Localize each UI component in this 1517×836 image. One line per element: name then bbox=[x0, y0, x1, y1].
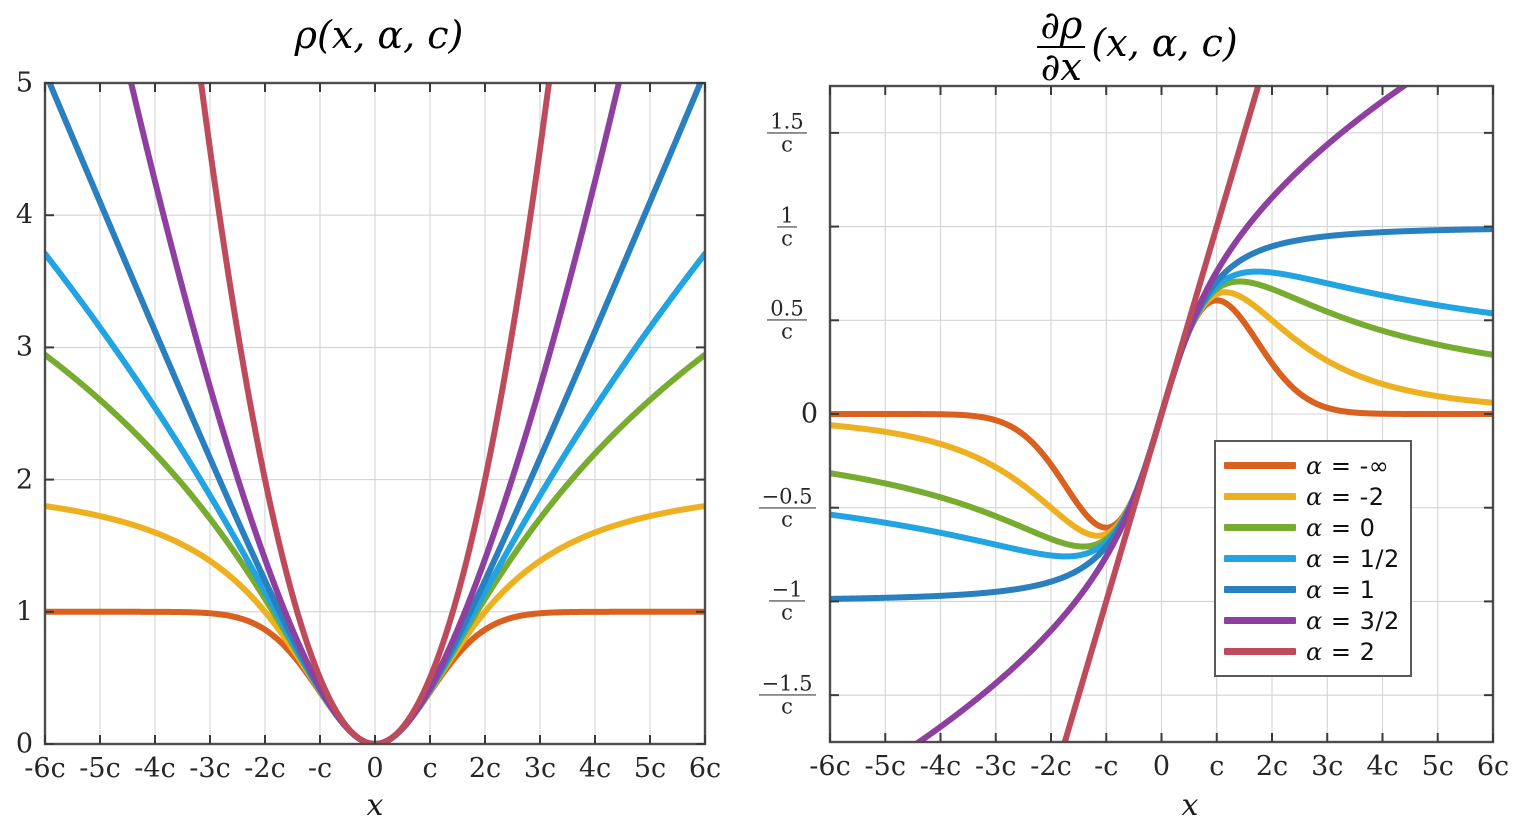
ytick-label: 4 bbox=[15, 199, 33, 231]
legend-item-label: α = 1/2 bbox=[1306, 544, 1400, 573]
xtick-label: 5c bbox=[633, 753, 667, 784]
title-derivative-numerator: ∂ρ bbox=[1040, 3, 1083, 47]
xtick-label: -2c bbox=[244, 753, 286, 784]
xtick-label: -3c bbox=[975, 751, 1017, 782]
title-rho-args: (x, α, c) bbox=[317, 13, 464, 57]
ytick-label: −1.5 c bbox=[754, 673, 820, 718]
xtick-label: 0 bbox=[366, 753, 384, 784]
legend-item-label: α = -2 bbox=[1306, 482, 1385, 511]
xtick-label: -4c bbox=[919, 751, 962, 782]
legend-item-label: α = 0 bbox=[1306, 513, 1376, 542]
xtick-label: 2c bbox=[1255, 751, 1289, 782]
panel-drho-dx: ∂ρ ∂x (x, α, c) -6c -5c -4c -3c -2c -c 0 c 2c 3c 4… bbox=[758, 0, 1517, 836]
legend-color-swatch bbox=[1224, 586, 1296, 593]
xtick-label: 4c bbox=[1366, 751, 1399, 782]
legend-item[interactable]: α = 1 bbox=[1224, 574, 1400, 605]
title-derivative-denominator: ∂x bbox=[1037, 45, 1086, 88]
legend-color-swatch bbox=[1224, 493, 1296, 500]
xtick-label: 3c bbox=[1311, 751, 1344, 782]
plot-area-rho bbox=[43, 81, 707, 746]
plot-title-drho-dx: ∂ρ ∂x (x, α, c) bbox=[758, 3, 1517, 88]
legend-color-swatch bbox=[1224, 555, 1296, 562]
title-rho-symbol: ρ bbox=[294, 13, 317, 57]
xtick-label: -4c bbox=[134, 753, 176, 784]
legend-color-swatch bbox=[1224, 524, 1296, 531]
xtick-label: 6c bbox=[1476, 751, 1510, 782]
xtick-label: -3c bbox=[189, 753, 231, 784]
xtick-label: c bbox=[422, 753, 438, 784]
legend-item[interactable]: α = -∞ bbox=[1224, 450, 1400, 481]
ytick-label: 5 bbox=[15, 67, 33, 99]
xtick-label: -5c bbox=[79, 753, 121, 784]
xtick-label: -6c bbox=[24, 753, 66, 784]
ytick-label: 2 bbox=[15, 464, 33, 496]
legend-color-swatch bbox=[1224, 462, 1296, 469]
legend-color-swatch bbox=[1224, 617, 1296, 624]
legend-item-label: α = -∞ bbox=[1306, 451, 1390, 480]
ytick-label: −0.5 c bbox=[754, 485, 820, 530]
plot-title-rho: ρ(x, α, c) bbox=[0, 16, 758, 54]
xtick-label: 5c bbox=[1421, 751, 1454, 782]
xtick-label: 3c bbox=[523, 753, 557, 784]
ytick-label: −1 c bbox=[754, 579, 820, 624]
legend-color-swatch bbox=[1224, 648, 1296, 655]
xtick-label: 4c bbox=[578, 753, 612, 784]
xtick-label: 0 bbox=[1152, 751, 1171, 782]
xtick-label: c bbox=[1209, 751, 1225, 782]
title-derivative-args: (x, α, c) bbox=[1091, 21, 1238, 66]
legend-item[interactable]: α = 1/2 bbox=[1224, 543, 1400, 574]
legend-item[interactable]: α = 2 bbox=[1224, 636, 1400, 667]
xtick-label: -c bbox=[307, 753, 333, 784]
ytick-label: 1 bbox=[15, 596, 33, 628]
legend-item[interactable]: α = 0 bbox=[1224, 512, 1400, 543]
xaxis-label-rho: x bbox=[366, 788, 384, 823]
xtick-label: -c bbox=[1094, 751, 1119, 782]
legend-item-label: α = 2 bbox=[1306, 637, 1376, 666]
title-derivative-fraction: ∂ρ ∂x bbox=[1037, 3, 1086, 88]
xtick-label: 6c bbox=[688, 753, 722, 784]
ytick-label: 0 bbox=[15, 728, 33, 760]
xaxis-label-drho-dx: x bbox=[1181, 788, 1199, 823]
legend-item-label: α = 1 bbox=[1306, 575, 1376, 604]
ytick-label: 0 bbox=[800, 398, 818, 430]
ytick-label: 1.5 c bbox=[754, 110, 820, 155]
ytick-label: 0.5 c bbox=[754, 298, 820, 343]
legend-item[interactable]: α = 3/2 bbox=[1224, 605, 1400, 636]
xtick-label: -5c bbox=[864, 751, 906, 782]
xtick-label: 2c bbox=[468, 753, 502, 784]
ytick-label: 3 bbox=[15, 331, 33, 363]
legend-item-label: α = 3/2 bbox=[1306, 606, 1400, 635]
plot-area-drho-dx bbox=[828, 84, 1495, 744]
panel-rho: ρ(x, α, c) -6c -5c -4c -3c -2c -c 0 c 2c 3c 4c 5c 6c… bbox=[0, 0, 758, 836]
xtick-label: -2c bbox=[1030, 751, 1072, 782]
legend-item[interactable]: α = -2 bbox=[1224, 481, 1400, 512]
xtick-label: -6c bbox=[809, 751, 851, 782]
